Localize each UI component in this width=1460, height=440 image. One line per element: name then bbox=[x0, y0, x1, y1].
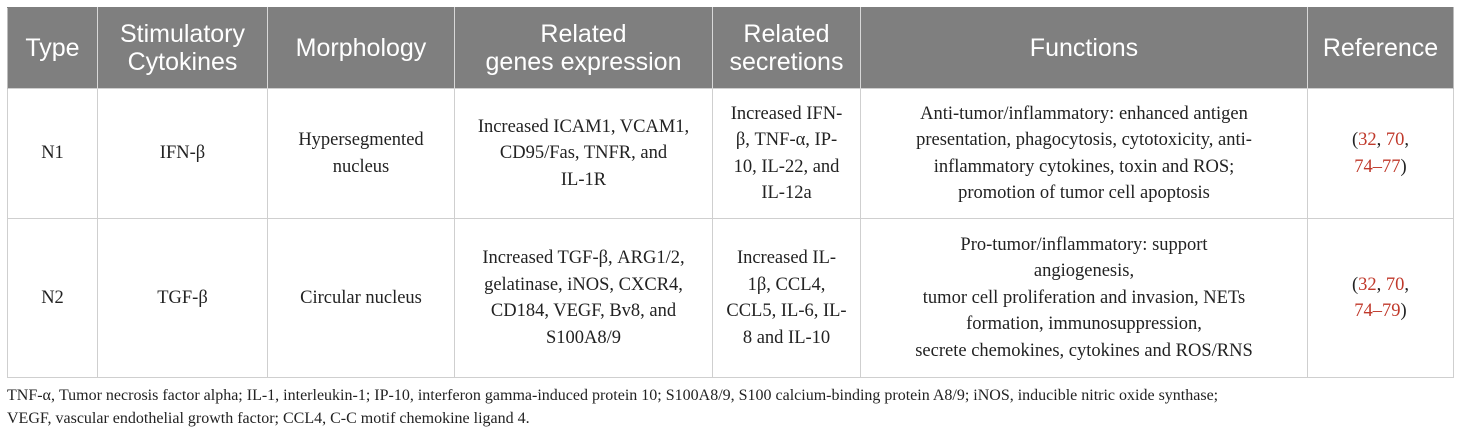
footnote-line: VEGF, vascular endothelial growth factor… bbox=[7, 409, 530, 427]
secretions-line: CCL5, IL-6, IL- bbox=[726, 301, 847, 321]
header-related-genes: Related genes expression bbox=[454, 7, 713, 89]
secretions-line: 1β, CCL4, bbox=[747, 274, 826, 295]
cell-reference: (32, 70, 74–77) bbox=[1307, 88, 1454, 219]
table-header: Type Stimulatory Cytokines Morphology Re… bbox=[7, 7, 1454, 89]
header-functions-label: Functions bbox=[1029, 34, 1139, 62]
cell-secretions: Increased IL- 1β, CCL4, CCL5, IL-6, IL- … bbox=[712, 218, 861, 378]
header-secretions-line2: secretions bbox=[729, 48, 844, 76]
cell-functions: Anti-tumor/inflammatory: enhanced antige… bbox=[860, 88, 1308, 219]
morphology-line: nucleus bbox=[332, 156, 390, 177]
neutrophil-phenotype-table-container: Type Stimulatory Cytokines Morphology Re… bbox=[7, 7, 1454, 378]
morphology-line: Hypersegmented bbox=[298, 130, 424, 150]
genes-line: S100A8/9 bbox=[545, 327, 622, 348]
secretions-line: 10, IL-22, and bbox=[733, 156, 840, 177]
cell-functions: Pro-tumor/inflammatory: support angiogen… bbox=[860, 218, 1308, 378]
secretions-line: 8 and IL-10 bbox=[742, 327, 831, 348]
table-body: N1 IFN-β Hypersegmented nucleus Increase… bbox=[7, 88, 1454, 378]
cell-type: N1 bbox=[7, 88, 98, 219]
reference-link[interactable]: 70 bbox=[1385, 130, 1405, 150]
morphology-line: Circular nucleus bbox=[300, 287, 422, 308]
genes-line: Increased ICAM1, VCAM1, bbox=[477, 116, 690, 137]
reference-line: (32, 70, bbox=[1351, 274, 1410, 295]
functions-line: Anti-tumor/inflammatory: enhanced antige… bbox=[920, 103, 1248, 124]
secretions-line: IL-12a bbox=[761, 183, 812, 203]
functions-line: inflammatory cytokines, toxin and ROS; bbox=[933, 156, 1235, 177]
cell-secretions: Increased IFN- β, TNF-α, IP- 10, IL-22, … bbox=[712, 88, 861, 219]
header-type-label: Type bbox=[25, 34, 80, 62]
header-reference: Reference bbox=[1307, 7, 1454, 89]
cell-morphology: Circular nucleus bbox=[267, 218, 455, 378]
header-related-secretions: Related secretions bbox=[712, 7, 861, 89]
header-row: Type Stimulatory Cytokines Morphology Re… bbox=[7, 7, 1454, 89]
cell-cytokine: TGF-β bbox=[97, 218, 268, 378]
genes-line: Increased TGF-β, ARG1/2, bbox=[482, 248, 685, 268]
header-functions: Functions bbox=[860, 7, 1308, 89]
cell-cytokine: IFN-β bbox=[97, 88, 268, 219]
functions-line: formation, immunosuppression, bbox=[966, 314, 1202, 335]
reference-link[interactable]: 32 bbox=[1358, 274, 1377, 295]
header-reference-label: Reference bbox=[1322, 34, 1439, 62]
reference-link[interactable]: 74–77 bbox=[1354, 156, 1401, 177]
header-genes-line1: Related bbox=[540, 20, 627, 48]
header-type: Type bbox=[7, 7, 98, 89]
cell-reference: (32, 70, 74–79) bbox=[1307, 218, 1454, 378]
reference-line: 74–79) bbox=[1354, 301, 1407, 321]
header-genes-line2: genes expression bbox=[485, 48, 682, 76]
cell-morphology: Hypersegmented nucleus bbox=[267, 88, 455, 219]
functions-line: angiogenesis, bbox=[1033, 261, 1135, 282]
header-stimulatory-line2: Cytokines bbox=[127, 48, 238, 76]
table-footnote: TNF-α, Tumor necrosis factor alpha; IL-1… bbox=[7, 385, 1453, 430]
functions-line: presentation, phagocytosis, cytotoxicity… bbox=[916, 130, 1252, 150]
cell-type: N2 bbox=[7, 218, 98, 378]
cell-genes: Increased ICAM1, VCAM1, CD95/Fas, TNFR, … bbox=[454, 88, 713, 219]
secretions-line: Increased IL- bbox=[736, 248, 837, 268]
secretions-line: Increased IFN- bbox=[730, 103, 843, 124]
header-morphology: Morphology bbox=[267, 7, 455, 89]
genes-line: gelatinase, iNOS, CXCR4, bbox=[484, 274, 683, 295]
header-stimulatory-line1: Stimulatory bbox=[119, 20, 246, 48]
reference-link[interactable]: 74–79 bbox=[1354, 301, 1401, 321]
functions-line: Pro-tumor/inflammatory: support bbox=[960, 234, 1208, 255]
header-stimulatory-cytokines: Stimulatory Cytokines bbox=[97, 7, 268, 89]
cell-genes: Increased TGF-β, ARG1/2, gelatinase, iNO… bbox=[454, 218, 713, 378]
genes-line: IL-1R bbox=[560, 169, 607, 190]
footnote-line: TNF-α, Tumor necrosis factor alpha; IL-1… bbox=[7, 387, 1219, 404]
functions-line: tumor cell proliferation and invasion, N… bbox=[922, 287, 1246, 308]
reference-line: 74–77) bbox=[1354, 156, 1407, 177]
neutrophil-phenotype-table: Type Stimulatory Cytokines Morphology Re… bbox=[7, 7, 1454, 378]
table-row-n1: N1 IFN-β Hypersegmented nucleus Increase… bbox=[7, 88, 1454, 219]
reference-link[interactable]: 70 bbox=[1385, 274, 1405, 295]
reference-link[interactable]: 32 bbox=[1358, 130, 1377, 150]
genes-line: CD95/Fas, TNFR, and bbox=[499, 143, 668, 164]
functions-line: promotion of tumor cell apoptosis bbox=[958, 183, 1210, 203]
header-morphology-label: Morphology bbox=[295, 34, 427, 62]
functions-line: secrete chemokines, cytokines and ROS/RN… bbox=[915, 340, 1253, 361]
header-secretions-line1: Related bbox=[743, 20, 830, 48]
secretions-line: β, TNF-α, IP- bbox=[735, 130, 838, 150]
genes-line: CD184, VEGF, Bv8, and bbox=[490, 301, 677, 321]
table-row-n2: N2 TGF-β Circular nucleus Increased TGF-… bbox=[7, 218, 1454, 378]
reference-line: (32, 70, bbox=[1351, 130, 1410, 150]
